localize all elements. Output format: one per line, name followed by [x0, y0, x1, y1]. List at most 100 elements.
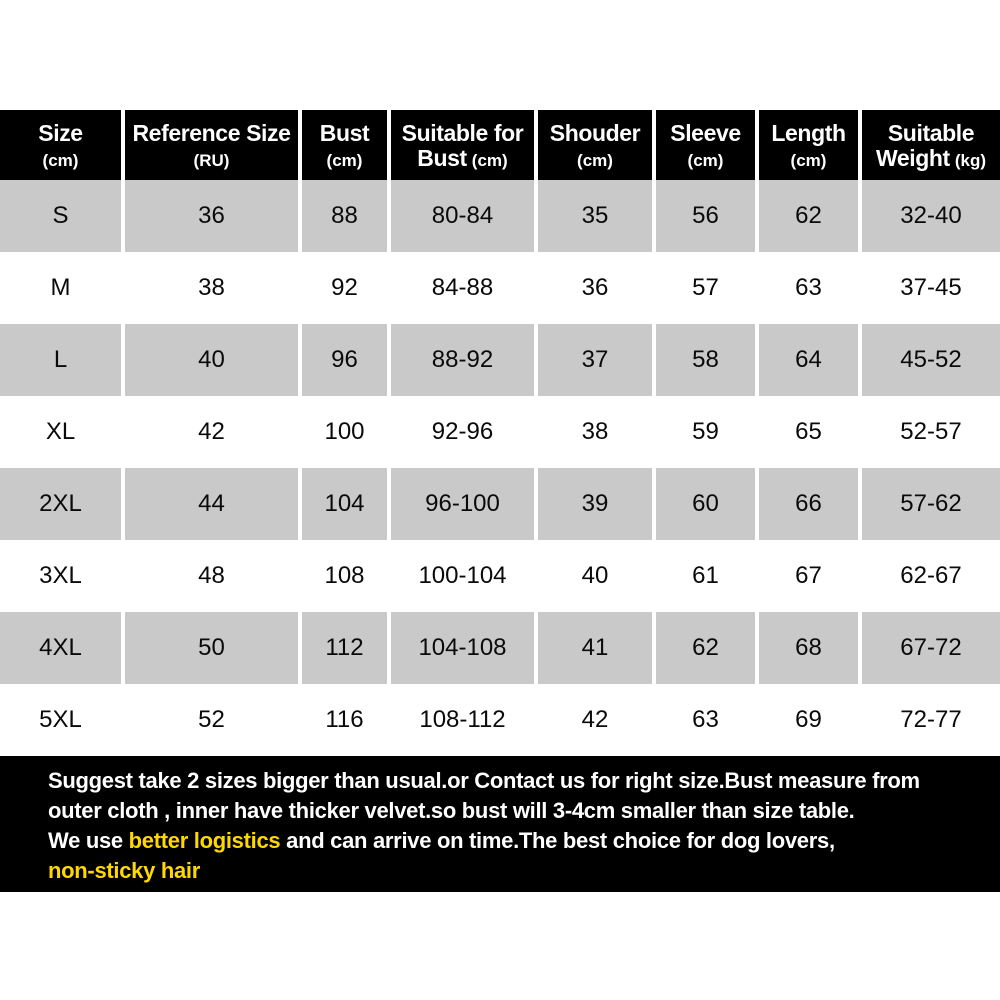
table-cell: 62-67 — [862, 540, 1000, 612]
table-cell: 65 — [759, 396, 862, 468]
table-cell: 35 — [538, 180, 656, 252]
table-cell: 108-112 — [391, 684, 538, 756]
table-cell: 42 — [125, 396, 302, 468]
table-cell: 88-92 — [391, 324, 538, 396]
table-cell: 84-88 — [391, 252, 538, 324]
size-label-cell: XL — [0, 396, 125, 468]
header-sub-main: Bust — [417, 144, 467, 171]
header-title: Bust — [319, 119, 370, 146]
header-title: Reference Size — [132, 119, 291, 146]
table-cell: 100 — [302, 396, 391, 468]
table-row: 4XL 50 112 104-108 41 62 68 67-72 — [0, 612, 1000, 684]
table-cell: 41 — [538, 612, 656, 684]
footer-line-1: Suggest take 2 sizes bigger than usual.o… — [48, 766, 992, 796]
table-row: 2XL 44 104 96-100 39 60 66 57-62 — [0, 468, 1000, 540]
table-cell: 100-104 — [391, 540, 538, 612]
table-cell: 38 — [125, 252, 302, 324]
header-sub-unit: (cm) — [326, 150, 363, 170]
header-subtitle: (cm) — [327, 147, 363, 172]
table-cell: 67-72 — [862, 612, 1000, 684]
table-row: S 36 88 80-84 35 56 62 32-40 — [0, 180, 1000, 252]
table-cell: 104 — [302, 468, 391, 540]
table-cell: 52-57 — [862, 396, 1000, 468]
size-label-cell: 2XL — [0, 468, 125, 540]
footer-highlight-text: non-sticky hair — [48, 858, 200, 883]
table-cell: 66 — [759, 468, 862, 540]
size-label-cell: 3XL — [0, 540, 125, 612]
header-subtitle: (cm) — [688, 147, 724, 172]
table-row: 3XL 48 108 100-104 40 61 67 62-67 — [0, 540, 1000, 612]
header-sub-main: Weight — [875, 144, 950, 171]
table-cell: 63 — [656, 684, 759, 756]
table-cell: 50 — [125, 612, 302, 684]
header-title: Suitable for — [401, 119, 524, 146]
header-cell-bust: Bust (cm) — [302, 110, 391, 180]
table-cell: 40 — [538, 540, 656, 612]
header-subtitle: (cm) — [791, 147, 827, 172]
table-cell: 36 — [125, 180, 302, 252]
table-cell: 64 — [759, 324, 862, 396]
table-cell: 59 — [656, 396, 759, 468]
table-cell: 44 — [125, 468, 302, 540]
header-title: Suitable — [887, 119, 975, 146]
table-cell: 104-108 — [391, 612, 538, 684]
table-cell: 38 — [538, 396, 656, 468]
header-sub-unit: (kg) — [954, 150, 986, 170]
header-sub-unit: (cm) — [42, 150, 79, 170]
table-cell: 96 — [302, 324, 391, 396]
size-label-cell: 5XL — [0, 684, 125, 756]
table-row: M 38 92 84-88 36 57 63 37-45 — [0, 252, 1000, 324]
table-cell: 68 — [759, 612, 862, 684]
table-cell: 61 — [656, 540, 759, 612]
header-subtitle: (cm) — [577, 147, 613, 172]
table-row: 5XL 52 116 108-112 42 63 69 72-77 — [0, 684, 1000, 756]
table-cell: 63 — [759, 252, 862, 324]
header-cell-suitable-for-bust: Suitable for Bust (cm) — [391, 110, 538, 180]
header-sub-unit: (RU) — [193, 150, 230, 170]
table-cell: 32-40 — [862, 180, 1000, 252]
table-cell: 45-52 — [862, 324, 1000, 396]
table-row: XL 42 100 92-96 38 59 65 52-57 — [0, 396, 1000, 468]
header-sub-unit: (cm) — [687, 150, 724, 170]
header-cell-size: Size (cm) — [0, 110, 125, 180]
header-subtitle: (cm) — [43, 147, 79, 172]
header-subtitle: (RU) — [194, 147, 230, 172]
table-cell: 92-96 — [391, 396, 538, 468]
footer-line-3: We use better logistics and can arrive o… — [48, 826, 992, 856]
table-cell: 36 — [538, 252, 656, 324]
header-sub-unit: (cm) — [790, 150, 827, 170]
size-table: Size (cm) Reference Size (RU) Bust (cm) … — [0, 110, 1000, 756]
header-title: Sleeve — [670, 119, 741, 146]
table-cell: 62 — [759, 180, 862, 252]
footer-line-4: non-sticky hair — [48, 856, 992, 886]
footer-note: Suggest take 2 sizes bigger than usual.o… — [0, 756, 1000, 892]
footer-text-segment: We use — [48, 828, 129, 853]
table-cell: 58 — [656, 324, 759, 396]
table-cell: 60 — [656, 468, 759, 540]
table-cell: 37-45 — [862, 252, 1000, 324]
footer-text-segment: and can arrive on time.The best choice f… — [280, 828, 835, 853]
header-subtitle: Weight (kg) — [875, 144, 986, 172]
header-sub-unit: (cm) — [471, 150, 508, 170]
table-cell: 56 — [656, 180, 759, 252]
table-cell: 42 — [538, 684, 656, 756]
table-cell: 37 — [538, 324, 656, 396]
table-cell: 39 — [538, 468, 656, 540]
table-cell: 72-77 — [862, 684, 1000, 756]
header-title: Shouder — [549, 119, 641, 146]
table-cell: 96-100 — [391, 468, 538, 540]
header-cell-suitable-weight: Suitable Weight (kg) — [862, 110, 1000, 180]
size-label-cell: S — [0, 180, 125, 252]
header-cell-shoulder: Shouder (cm) — [538, 110, 656, 180]
table-cell: 116 — [302, 684, 391, 756]
table-cell: 88 — [302, 180, 391, 252]
header-subtitle: Bust (cm) — [417, 144, 508, 172]
table-cell: 108 — [302, 540, 391, 612]
table-row: L 40 96 88-92 37 58 64 45-52 — [0, 324, 1000, 396]
footer-line-2: outer cloth , inner have thicker velvet.… — [48, 796, 992, 826]
table-cell: 80-84 — [391, 180, 538, 252]
table-cell: 57-62 — [862, 468, 1000, 540]
size-label-cell: 4XL — [0, 612, 125, 684]
size-label-cell: L — [0, 324, 125, 396]
